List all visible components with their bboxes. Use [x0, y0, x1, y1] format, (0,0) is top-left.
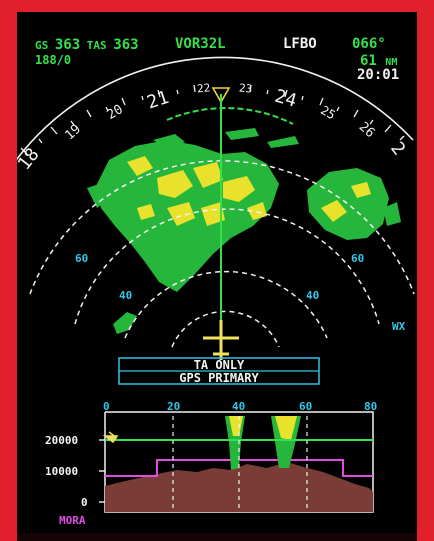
bearing-readout: 066°	[352, 36, 386, 52]
green-arc-ahead	[166, 107, 294, 125]
distance-tick-60: 60	[299, 400, 312, 413]
true-airspeed-value: 363	[113, 37, 139, 53]
distance-grid	[172, 416, 308, 512]
ring-label-60-right: 60	[351, 252, 364, 265]
heading-label-20: 20	[105, 102, 126, 123]
message-ta-only: TA ONLY	[194, 358, 245, 372]
ring-label-40-left: 40	[119, 289, 132, 302]
navigation-display: GS 363 TAS 363 188/0 VOR32L LFBO 066° 61…	[17, 12, 417, 537]
heading-label-26: 26	[356, 119, 378, 141]
ground-speed-label: GS	[35, 39, 49, 52]
mora-label: MORA	[59, 514, 86, 527]
ground-speed-value: 363	[54, 37, 81, 53]
wind-readout: 188/0	[35, 53, 72, 67]
range-rings	[29, 160, 415, 348]
altitude-ticks	[99, 439, 105, 503]
ring-label-40-right: 40	[306, 289, 319, 302]
heading-label-22: 22	[196, 81, 210, 95]
altitude-tick-10000: 10000	[45, 465, 78, 478]
altitude-tick-20000: 20000	[45, 434, 78, 447]
vd-weather-3	[229, 416, 243, 436]
heading-label-25: 25	[318, 103, 338, 122]
distance-tick-0: 0	[103, 400, 110, 413]
heading-label-21: 21	[144, 87, 171, 114]
destination-airport: LFBO	[283, 36, 317, 52]
distance-tick-80: 80	[364, 400, 377, 413]
heading-label-19: 19	[62, 122, 84, 144]
radar-display: 60 40 60 40 18 19 20 21 22 23 24 25 26 2…	[17, 56, 415, 527]
heading-pointer-icon	[211, 87, 231, 104]
compass-arc	[17, 56, 414, 161]
own-aircraft-profile-icon	[102, 431, 119, 444]
altitude-tick-0: 0	[81, 496, 88, 509]
distance-value: 61	[360, 53, 377, 69]
distance-readout: 61 NM	[360, 53, 397, 69]
bezel-bottom	[17, 533, 417, 541]
active-waypoint: VOR32L	[175, 36, 226, 52]
true-airspeed-label: TAS	[86, 39, 107, 52]
vertical-display: 0 20 40 60 80 20000 10000 0 MORA	[45, 400, 377, 527]
clock-time: 20:01	[357, 67, 400, 83]
ring-label-60-left: 60	[75, 252, 88, 265]
vd-weather-4	[275, 416, 297, 440]
heading-label-24: 24	[272, 86, 299, 112]
distance-unit: NM	[385, 57, 398, 68]
ground-speed: GS 363 TAS 363	[35, 37, 139, 53]
heading-label-27: 2	[386, 138, 409, 159]
compass-ticks	[20, 84, 405, 155]
mora-line	[105, 459, 373, 477]
message-gps-primary: GPS PRIMARY	[179, 371, 259, 385]
aircraft-symbol-icon	[203, 320, 239, 360]
weather-mode-label: WX	[392, 320, 406, 333]
terrain-profile	[105, 462, 373, 512]
distance-tick-20: 20	[167, 400, 180, 413]
heading-label-23: 23	[238, 81, 253, 95]
distance-tick-40: 40	[232, 400, 245, 413]
weather-returns	[87, 128, 401, 334]
